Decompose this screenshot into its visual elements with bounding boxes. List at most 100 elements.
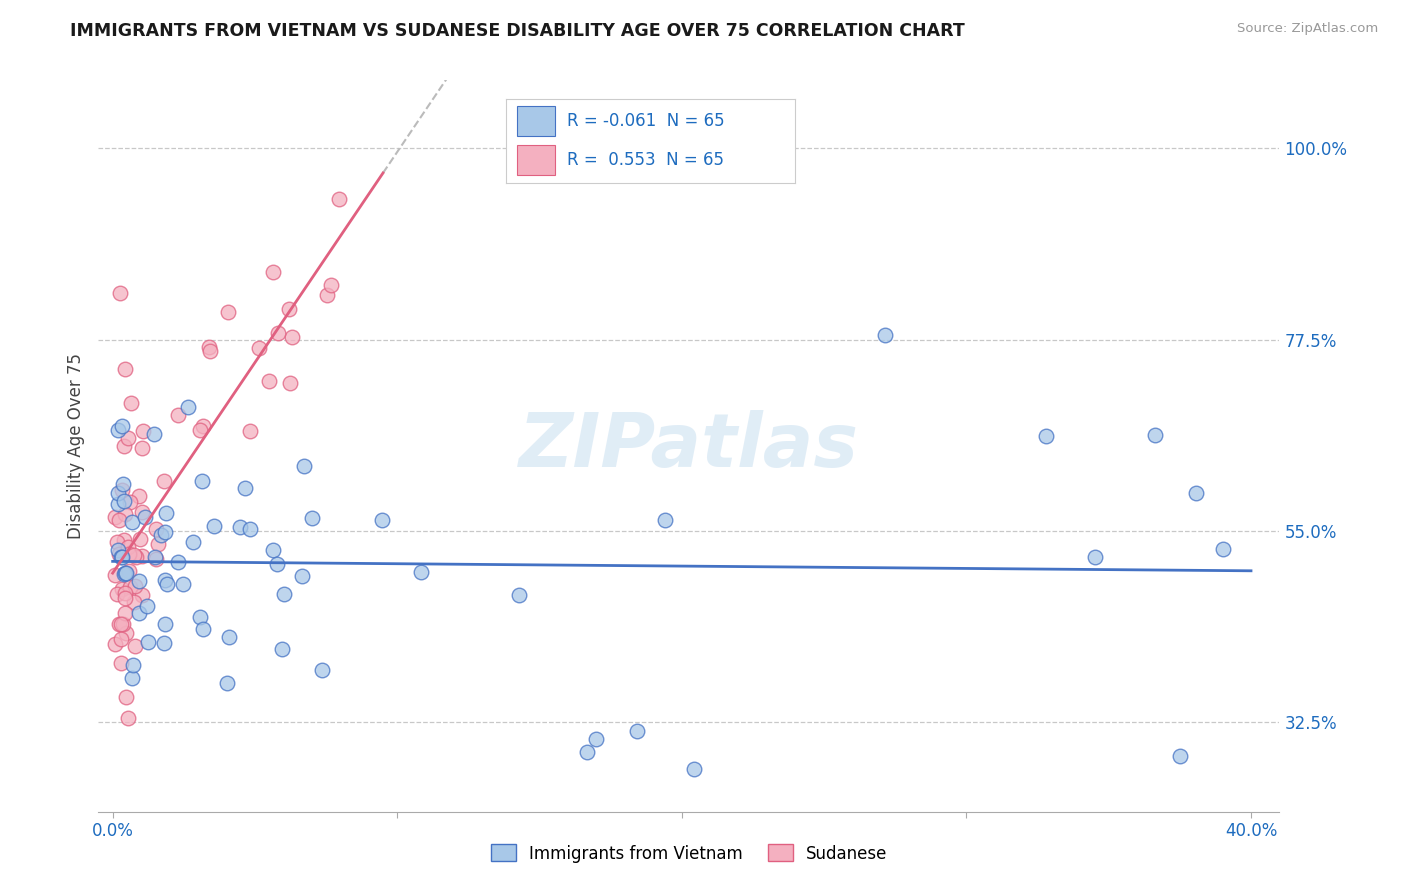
Immigrants from Vietnam bbox=[218, 630, 240, 644]
Sudanese bbox=[131, 549, 153, 563]
Sudanese bbox=[114, 586, 136, 600]
Immigrants from Vietnam bbox=[409, 565, 432, 579]
Immigrants from Vietnam bbox=[111, 549, 134, 564]
Immigrants from Vietnam bbox=[155, 616, 177, 631]
Sudanese bbox=[108, 513, 131, 527]
Immigrants from Vietnam bbox=[229, 520, 252, 534]
Sudanese bbox=[148, 537, 170, 551]
Sudanese bbox=[111, 616, 134, 631]
Immigrants from Vietnam bbox=[311, 663, 333, 677]
Immigrants from Vietnam bbox=[149, 528, 172, 542]
Sudanese bbox=[124, 639, 146, 653]
Immigrants from Vietnam bbox=[1185, 485, 1208, 500]
Sudanese bbox=[111, 582, 134, 596]
Sudanese bbox=[239, 425, 262, 439]
Sudanese bbox=[105, 534, 128, 549]
Sudanese bbox=[262, 265, 284, 279]
Immigrants from Vietnam bbox=[143, 549, 166, 564]
Immigrants from Vietnam bbox=[217, 676, 239, 690]
Sudanese bbox=[198, 340, 221, 354]
Sudanese bbox=[280, 330, 302, 344]
Immigrants from Vietnam bbox=[112, 477, 135, 491]
Sudanese bbox=[217, 305, 239, 319]
Sudanese bbox=[114, 606, 136, 620]
Sudanese bbox=[118, 580, 141, 594]
Sudanese bbox=[107, 547, 129, 561]
Immigrants from Vietnam bbox=[107, 497, 129, 511]
Sudanese bbox=[319, 278, 342, 293]
Sudanese bbox=[114, 362, 136, 376]
Immigrants from Vietnam bbox=[576, 745, 599, 759]
Sudanese bbox=[122, 595, 145, 609]
Sudanese bbox=[114, 591, 136, 606]
Immigrants from Vietnam bbox=[122, 657, 145, 672]
Sudanese bbox=[267, 326, 290, 340]
Immigrants from Vietnam bbox=[188, 610, 211, 624]
Immigrants from Vietnam bbox=[239, 522, 262, 536]
Sudanese bbox=[117, 431, 139, 445]
Immigrants from Vietnam bbox=[142, 427, 165, 442]
Sudanese bbox=[117, 547, 139, 561]
Immigrants from Vietnam bbox=[262, 543, 284, 558]
Immigrants from Vietnam bbox=[155, 576, 177, 591]
Sudanese bbox=[191, 418, 214, 433]
Immigrants from Vietnam bbox=[107, 485, 129, 500]
Sudanese bbox=[128, 489, 150, 503]
Sudanese bbox=[277, 301, 299, 316]
Sudanese bbox=[110, 632, 132, 646]
Immigrants from Vietnam bbox=[172, 577, 194, 591]
Immigrants from Vietnam bbox=[273, 587, 295, 601]
Immigrants from Vietnam bbox=[1035, 429, 1057, 443]
Sudanese bbox=[247, 341, 270, 355]
Sudanese bbox=[131, 588, 153, 602]
Immigrants from Vietnam bbox=[193, 622, 215, 636]
Sudanese bbox=[145, 552, 167, 566]
Sudanese bbox=[104, 637, 127, 651]
Immigrants from Vietnam bbox=[370, 513, 392, 527]
Immigrants from Vietnam bbox=[136, 635, 159, 649]
Sudanese bbox=[167, 408, 190, 422]
Sudanese bbox=[110, 285, 132, 300]
Y-axis label: Disability Age Over 75: Disability Age Over 75 bbox=[66, 353, 84, 539]
Sudanese bbox=[118, 495, 141, 509]
Sudanese bbox=[107, 617, 129, 632]
Immigrants from Vietnam bbox=[1212, 542, 1234, 557]
Immigrants from Vietnam bbox=[115, 566, 138, 581]
Sudanese bbox=[104, 568, 127, 582]
Sudanese bbox=[278, 376, 301, 390]
Immigrants from Vietnam bbox=[291, 568, 314, 582]
Immigrants from Vietnam bbox=[585, 732, 607, 747]
Immigrants from Vietnam bbox=[155, 506, 177, 520]
Immigrants from Vietnam bbox=[508, 588, 530, 602]
Immigrants from Vietnam bbox=[301, 510, 323, 524]
Immigrants from Vietnam bbox=[134, 510, 156, 524]
Immigrants from Vietnam bbox=[121, 516, 143, 530]
Sudanese bbox=[328, 192, 350, 206]
Immigrants from Vietnam bbox=[233, 481, 256, 495]
Immigrants from Vietnam bbox=[112, 493, 135, 508]
Immigrants from Vietnam bbox=[153, 525, 176, 540]
Sudanese bbox=[124, 549, 146, 564]
Sudanese bbox=[124, 579, 146, 593]
Sudanese bbox=[118, 564, 141, 578]
Immigrants from Vietnam bbox=[202, 519, 225, 533]
Sudanese bbox=[152, 474, 174, 488]
Immigrants from Vietnam bbox=[107, 542, 129, 557]
Immigrants from Vietnam bbox=[266, 557, 288, 571]
Immigrants from Vietnam bbox=[294, 458, 316, 473]
Sudanese bbox=[117, 540, 139, 554]
Immigrants from Vietnam bbox=[1168, 749, 1191, 764]
Text: ZIPatlas: ZIPatlas bbox=[519, 409, 859, 483]
Immigrants from Vietnam bbox=[107, 423, 129, 437]
Sudanese bbox=[117, 711, 139, 725]
Immigrants from Vietnam bbox=[136, 599, 159, 613]
Sudanese bbox=[120, 396, 142, 410]
Immigrants from Vietnam bbox=[873, 328, 896, 343]
Sudanese bbox=[315, 287, 337, 301]
Sudanese bbox=[110, 617, 132, 632]
Immigrants from Vietnam bbox=[110, 549, 132, 564]
Immigrants from Vietnam bbox=[181, 534, 204, 549]
Sudanese bbox=[112, 533, 135, 548]
Sudanese bbox=[104, 509, 127, 524]
Sudanese bbox=[105, 587, 128, 601]
